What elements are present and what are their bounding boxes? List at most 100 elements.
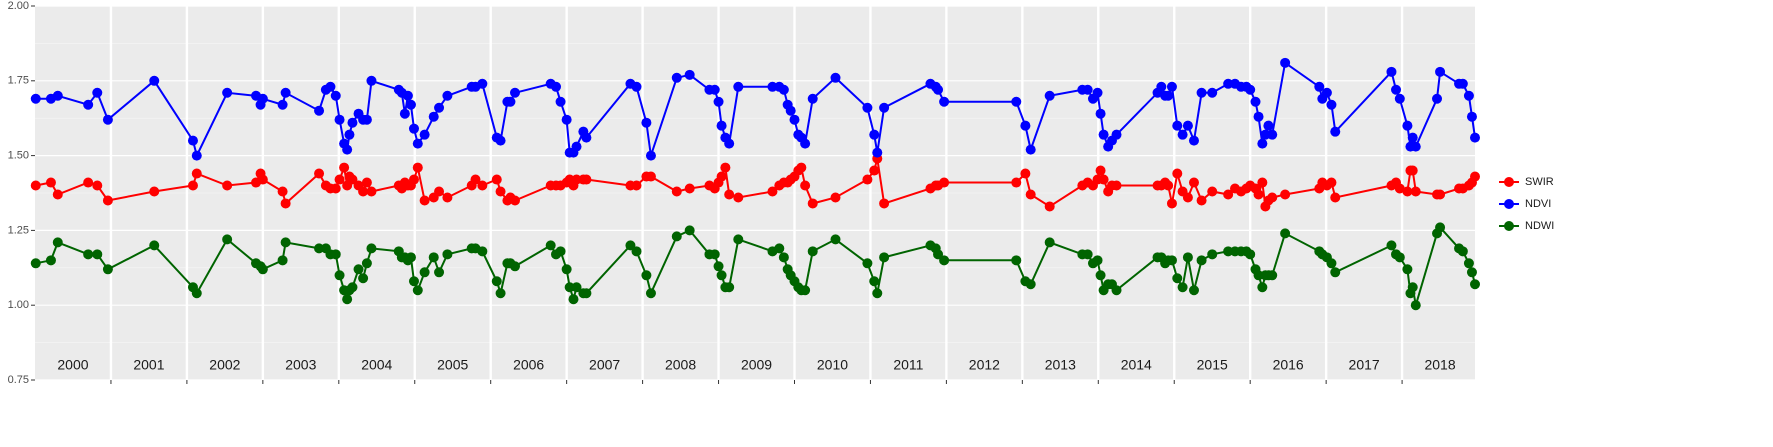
point <box>872 147 883 158</box>
point <box>716 120 727 131</box>
point <box>862 174 873 185</box>
point <box>92 87 103 98</box>
point <box>222 87 233 98</box>
point <box>339 162 350 173</box>
point <box>1177 282 1188 293</box>
point <box>434 186 445 197</box>
point <box>645 171 656 182</box>
point <box>257 174 268 185</box>
point <box>1457 246 1468 257</box>
x-tick-label: 2000 <box>57 357 88 373</box>
point <box>800 138 811 149</box>
point <box>477 180 488 191</box>
point <box>1321 87 1332 98</box>
point <box>724 282 735 293</box>
point <box>807 246 818 257</box>
point <box>545 240 556 251</box>
point <box>684 183 695 194</box>
point <box>1330 126 1341 137</box>
point <box>347 117 358 128</box>
point <box>571 282 582 293</box>
point <box>1163 90 1174 101</box>
point <box>495 288 506 299</box>
point <box>862 102 873 113</box>
point <box>1166 81 1177 92</box>
point <box>1011 177 1022 188</box>
point <box>1095 108 1106 119</box>
point <box>83 249 94 260</box>
point <box>778 252 789 263</box>
point <box>1025 189 1036 200</box>
point <box>277 99 288 110</box>
x-tick-label: 2009 <box>741 357 772 373</box>
point <box>1407 282 1418 293</box>
point <box>510 261 520 272</box>
point <box>102 195 113 206</box>
point <box>564 282 575 293</box>
point <box>30 180 41 191</box>
point <box>495 186 506 197</box>
point <box>1435 222 1446 233</box>
point <box>1410 141 1421 152</box>
point <box>149 186 160 197</box>
point <box>442 192 453 203</box>
point <box>408 174 419 185</box>
legend-key <box>1504 177 1514 187</box>
point <box>191 288 202 299</box>
point <box>1223 78 1234 89</box>
point <box>1182 192 1193 203</box>
point <box>1245 84 1256 95</box>
point <box>366 243 377 254</box>
x-tick-label: 2007 <box>589 357 620 373</box>
point <box>862 258 873 269</box>
point <box>568 294 579 305</box>
point <box>830 192 841 203</box>
point <box>1326 258 1337 269</box>
point <box>325 81 336 92</box>
point <box>1253 189 1264 200</box>
point <box>334 174 345 185</box>
point <box>1245 249 1256 260</box>
point <box>1314 81 1325 92</box>
point <box>800 285 811 296</box>
point <box>1402 264 1413 275</box>
legend-label: NDWI <box>1525 220 1554 232</box>
legend-label: SWIR <box>1525 176 1554 188</box>
point <box>1044 237 1055 248</box>
point <box>1011 96 1022 107</box>
point <box>830 234 841 245</box>
point <box>1330 192 1341 203</box>
point <box>631 180 642 191</box>
point <box>314 243 325 254</box>
point <box>1172 120 1183 131</box>
point <box>1166 255 1177 266</box>
point <box>412 162 423 173</box>
point <box>1253 111 1264 122</box>
point <box>1394 93 1405 104</box>
point <box>1386 66 1397 77</box>
point <box>442 249 453 260</box>
point <box>344 129 355 140</box>
point <box>671 186 682 197</box>
point <box>733 192 744 203</box>
point <box>1466 111 1477 122</box>
point <box>1111 285 1122 296</box>
point <box>314 168 325 179</box>
point <box>102 114 113 125</box>
point <box>187 180 198 191</box>
x-tick-label: 2006 <box>513 357 544 373</box>
point <box>1207 186 1218 197</box>
point <box>1098 129 1109 140</box>
point <box>939 177 950 188</box>
point <box>785 105 796 116</box>
point <box>879 198 890 209</box>
point <box>402 90 413 101</box>
point <box>800 180 811 191</box>
point <box>807 198 818 209</box>
x-tick-label: 2013 <box>1045 357 1076 373</box>
point <box>1257 177 1268 188</box>
point <box>774 243 785 254</box>
point <box>561 264 572 275</box>
point <box>222 234 233 245</box>
